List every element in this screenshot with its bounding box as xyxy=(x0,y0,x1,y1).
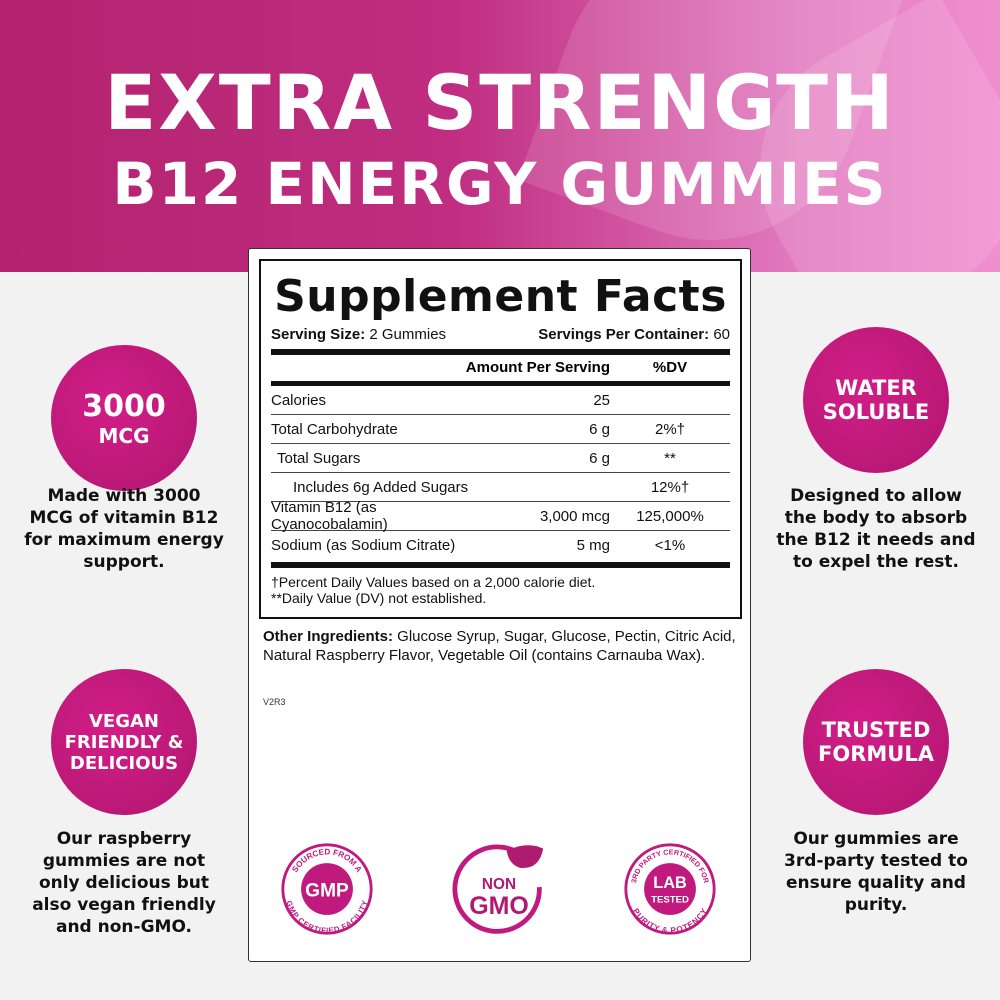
nutrient-dv: <1% xyxy=(654,537,686,554)
non-gmo-badge-icon: NON GMO xyxy=(452,844,544,934)
footnotes: †Percent Daily Values based on a 2,000 c… xyxy=(271,574,730,606)
subheadline: B12 ENERGY GUMMIES xyxy=(112,150,888,218)
feature-title: 3000 xyxy=(82,388,166,424)
nutrient-row: Sodium (as Sodium Citrate) 5 mg <1% xyxy=(271,531,730,560)
feature-circle-water-soluble: WATER SOLUBLE xyxy=(803,327,949,473)
divider xyxy=(271,381,730,386)
nutrient-dv: 125,000% xyxy=(636,507,704,525)
serving-size: 2 Gummies xyxy=(369,326,447,343)
feature-circle-3000mcg: 3000 MCG xyxy=(51,345,197,491)
svg-text:GMP: GMP xyxy=(305,881,349,902)
ingredients-label: Other Ingredients: xyxy=(263,628,394,645)
feature-title: TRUSTED xyxy=(821,718,931,742)
nutrient-amount: 6 g xyxy=(589,449,610,467)
nutrient-dv: ** xyxy=(664,449,676,467)
nutrient-name: Calories xyxy=(271,391,327,409)
feature-title: DELICIOUS xyxy=(69,752,179,774)
nutrient-row: Calories 25 xyxy=(271,386,730,415)
supplement-facts-table: Supplement Facts Serving Size: 2 Gummies… xyxy=(259,259,742,619)
footnote: **Daily Value (DV) not established. xyxy=(271,590,487,606)
facts-title: Supplement Facts xyxy=(274,271,727,322)
svg-text:TESTED: TESTED xyxy=(651,894,689,905)
serving-info: Serving Size: 2 Gummies Servings Per Con… xyxy=(271,326,730,343)
nutrient-amount: 5 mg xyxy=(576,537,610,554)
svg-text:GMO: GMO xyxy=(469,892,529,920)
nutrient-amount: 25 xyxy=(593,391,610,409)
feature-desc: Designed to allow the body to absorb the… xyxy=(776,486,976,572)
other-ingredients: Other Ingredients: Glucose Syrup, Sugar,… xyxy=(263,627,743,665)
divider xyxy=(271,349,730,355)
headline: EXTRA STRENGTH xyxy=(104,58,896,147)
feature-title: VEGAN xyxy=(89,710,159,732)
nutrient-row: Vitamin B12 (as Cyanocobalamin) 3,000 mcg… xyxy=(271,499,730,533)
hero-banner: EXTRA STRENGTH B12 ENERGY GUMMIES xyxy=(0,0,1000,272)
nutrient-name: Vitamin B12 (as Cyanocobalamin) xyxy=(271,499,388,533)
servings-label: Servings Per Container: xyxy=(538,326,710,343)
feature-circle-trusted: TRUSTED FORMULA xyxy=(803,669,949,815)
nutrient-amount: 3,000 mcg xyxy=(539,507,610,525)
feature-title: FORMULA xyxy=(818,742,934,766)
column-header: Amount Per Serving %DV xyxy=(271,359,730,379)
feature-title: WATER xyxy=(835,376,917,400)
footnote: †Percent Daily Values based on a 2,000 c… xyxy=(271,574,596,590)
servings: 60 xyxy=(713,326,730,343)
feature-desc: Made with 3000 MCG of vitamin B12 for ma… xyxy=(24,486,224,572)
feature-desc: Our gummies are 3rd-party tested to ensu… xyxy=(784,829,968,915)
ingredients-text: Glucose Syrup, Sugar, Glucose, Pectin, C… xyxy=(263,628,736,664)
nutrient-name: Includes 6g Added Sugars xyxy=(293,478,469,496)
feature-desc: Our raspberry gummies are not only delic… xyxy=(32,829,216,937)
feature-title: FRIENDLY & xyxy=(64,731,184,753)
dv-header: %DV xyxy=(652,359,688,376)
nutrient-name: Total Sugars xyxy=(277,449,361,467)
svg-text:LAB: LAB xyxy=(653,874,687,892)
nutrient-row: Total Carbohydrate 6 g 2%† xyxy=(271,415,730,444)
nutrient-name: Sodium (as Sodium Citrate) xyxy=(271,537,456,554)
nutrient-row: Total Sugars 6 g ** xyxy=(271,444,730,473)
nutrient-row: Includes 6g Added Sugars 12%† xyxy=(271,473,730,502)
nutrient-name: Total Carbohydrate xyxy=(271,420,398,438)
nutrient-amount: 6 g xyxy=(589,420,610,438)
svg-text:NON: NON xyxy=(482,876,516,893)
serving-size-label: Serving Size: xyxy=(271,326,366,343)
feature-title: SOLUBLE xyxy=(822,400,930,424)
gmp-badge-icon: GMP SOURCED FROM A GMP CERTIFIED FACILIT… xyxy=(281,843,373,935)
lab-tested-badge-icon: LAB TESTED 3RD PARTY CERTIFIED FOR PURIT… xyxy=(624,843,716,935)
amount-header: Amount Per Serving xyxy=(465,359,610,376)
feature-title: MCG xyxy=(98,423,150,448)
feature-circle-vegan: VEGAN FRIENDLY & DELICIOUS xyxy=(51,669,197,815)
divider xyxy=(271,562,730,568)
nutrient-dv: 12%† xyxy=(650,478,690,496)
nutrient-dv: 2%† xyxy=(654,420,686,438)
version-code: V2R3 xyxy=(263,697,286,707)
label-panel: Supplement Facts Serving Size: 2 Gummies… xyxy=(248,248,751,962)
